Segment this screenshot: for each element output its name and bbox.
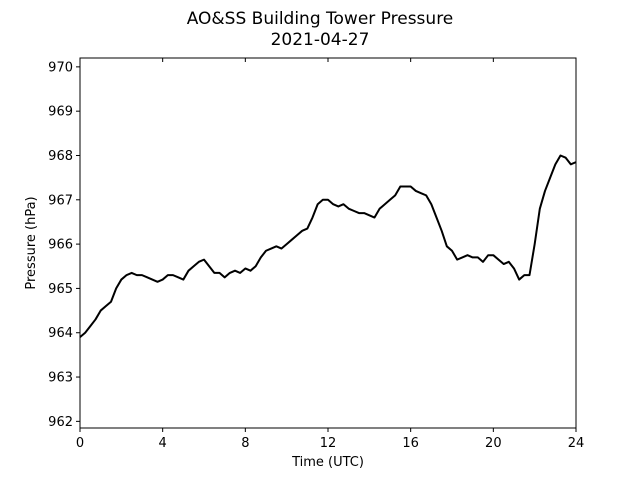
- y-axis-label: Pressure (hPa): [24, 196, 39, 289]
- x-tick-label: 24: [568, 436, 585, 451]
- y-tick-label: 968: [48, 149, 73, 164]
- pressure-series-line: [79, 154, 577, 338]
- chart-title: AO&SS Building Tower Pressure: [187, 9, 454, 29]
- y-tick-label: 962: [48, 415, 73, 430]
- chart-subtitle: 2021-04-27: [271, 30, 370, 50]
- x-axis-label: Time (UTC): [291, 455, 364, 470]
- y-tick-label: 965: [48, 282, 73, 297]
- y-tick-label: 967: [48, 193, 73, 208]
- y-axis: 962 963 964 965 966 967 968 969 970: [48, 60, 80, 430]
- x-tick-label: 8: [241, 436, 249, 451]
- y-tick-label: 969: [48, 105, 73, 120]
- x-axis: 0 4 8 12 16 20 24: [76, 58, 584, 451]
- x-tick-label: 12: [320, 436, 337, 451]
- series-layer: [79, 154, 577, 338]
- plot-area-frame: [79, 57, 577, 429]
- x-tick-label: 20: [485, 436, 502, 451]
- y-tick-label: 970: [48, 60, 73, 75]
- y-tick-label: 966: [48, 238, 73, 253]
- x-tick-label: 0: [76, 436, 84, 451]
- x-tick-label: 16: [402, 436, 419, 451]
- y-tick-label: 963: [48, 371, 73, 386]
- x-tick-label: 4: [159, 436, 167, 451]
- y-tick-label: 964: [48, 326, 73, 341]
